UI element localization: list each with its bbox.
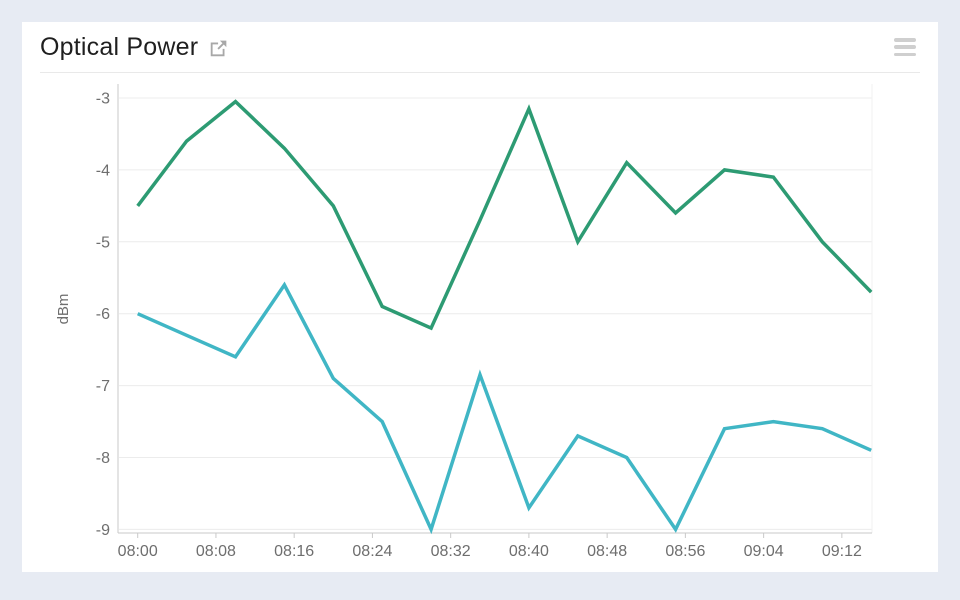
x-tick-label: 08:24	[352, 543, 392, 560]
optical-power-chart[interactable]: -3 -4 -5 -6 -7 -8 -9 08:00 08:08 08:16 08:24 08:32 0…	[22, 72, 938, 572]
y-axis-title: dBm	[55, 294, 72, 325]
y-tick-label: -6	[96, 306, 110, 323]
y-tick-label: -4	[96, 162, 110, 179]
series-line-1[interactable]	[136, 99, 873, 331]
y-tick-label: -9	[96, 522, 110, 539]
y-tick-label: -7	[96, 378, 110, 395]
hamburger-menu-icon[interactable]	[894, 38, 916, 56]
x-tick-label: 08:32	[431, 543, 471, 560]
external-link-icon[interactable]	[208, 37, 230, 59]
x-tick-label: 09:12	[822, 543, 862, 560]
x-tick-label: 08:40	[509, 543, 549, 560]
card-header: Optical Power	[22, 22, 938, 72]
x-tick-label: 08:56	[665, 543, 705, 560]
page-title: Optical Power	[40, 32, 199, 61]
y-tick-label: -5	[96, 234, 110, 251]
x-tick-label: 08:00	[118, 543, 158, 560]
chart-area[interactable]: -3 -4 -5 -6 -7 -8 -9 08:00 08:08 08:16 08:24 08:32 0…	[22, 72, 938, 572]
y-tick-label: -8	[96, 450, 110, 467]
x-tick-label: 08:48	[587, 543, 627, 560]
x-tick-label: 09:04	[744, 543, 784, 560]
x-tick-label: 08:16	[274, 543, 314, 560]
series-line-2[interactable]	[136, 281, 872, 535]
x-tick-label: 08:08	[196, 543, 236, 560]
y-tick-label: -3	[96, 91, 110, 108]
header-divider	[40, 72, 920, 73]
chart-card: Optical Power -3 -4 -5 -6 -7 -8 -9 08:00 08:08 08…	[22, 22, 938, 572]
